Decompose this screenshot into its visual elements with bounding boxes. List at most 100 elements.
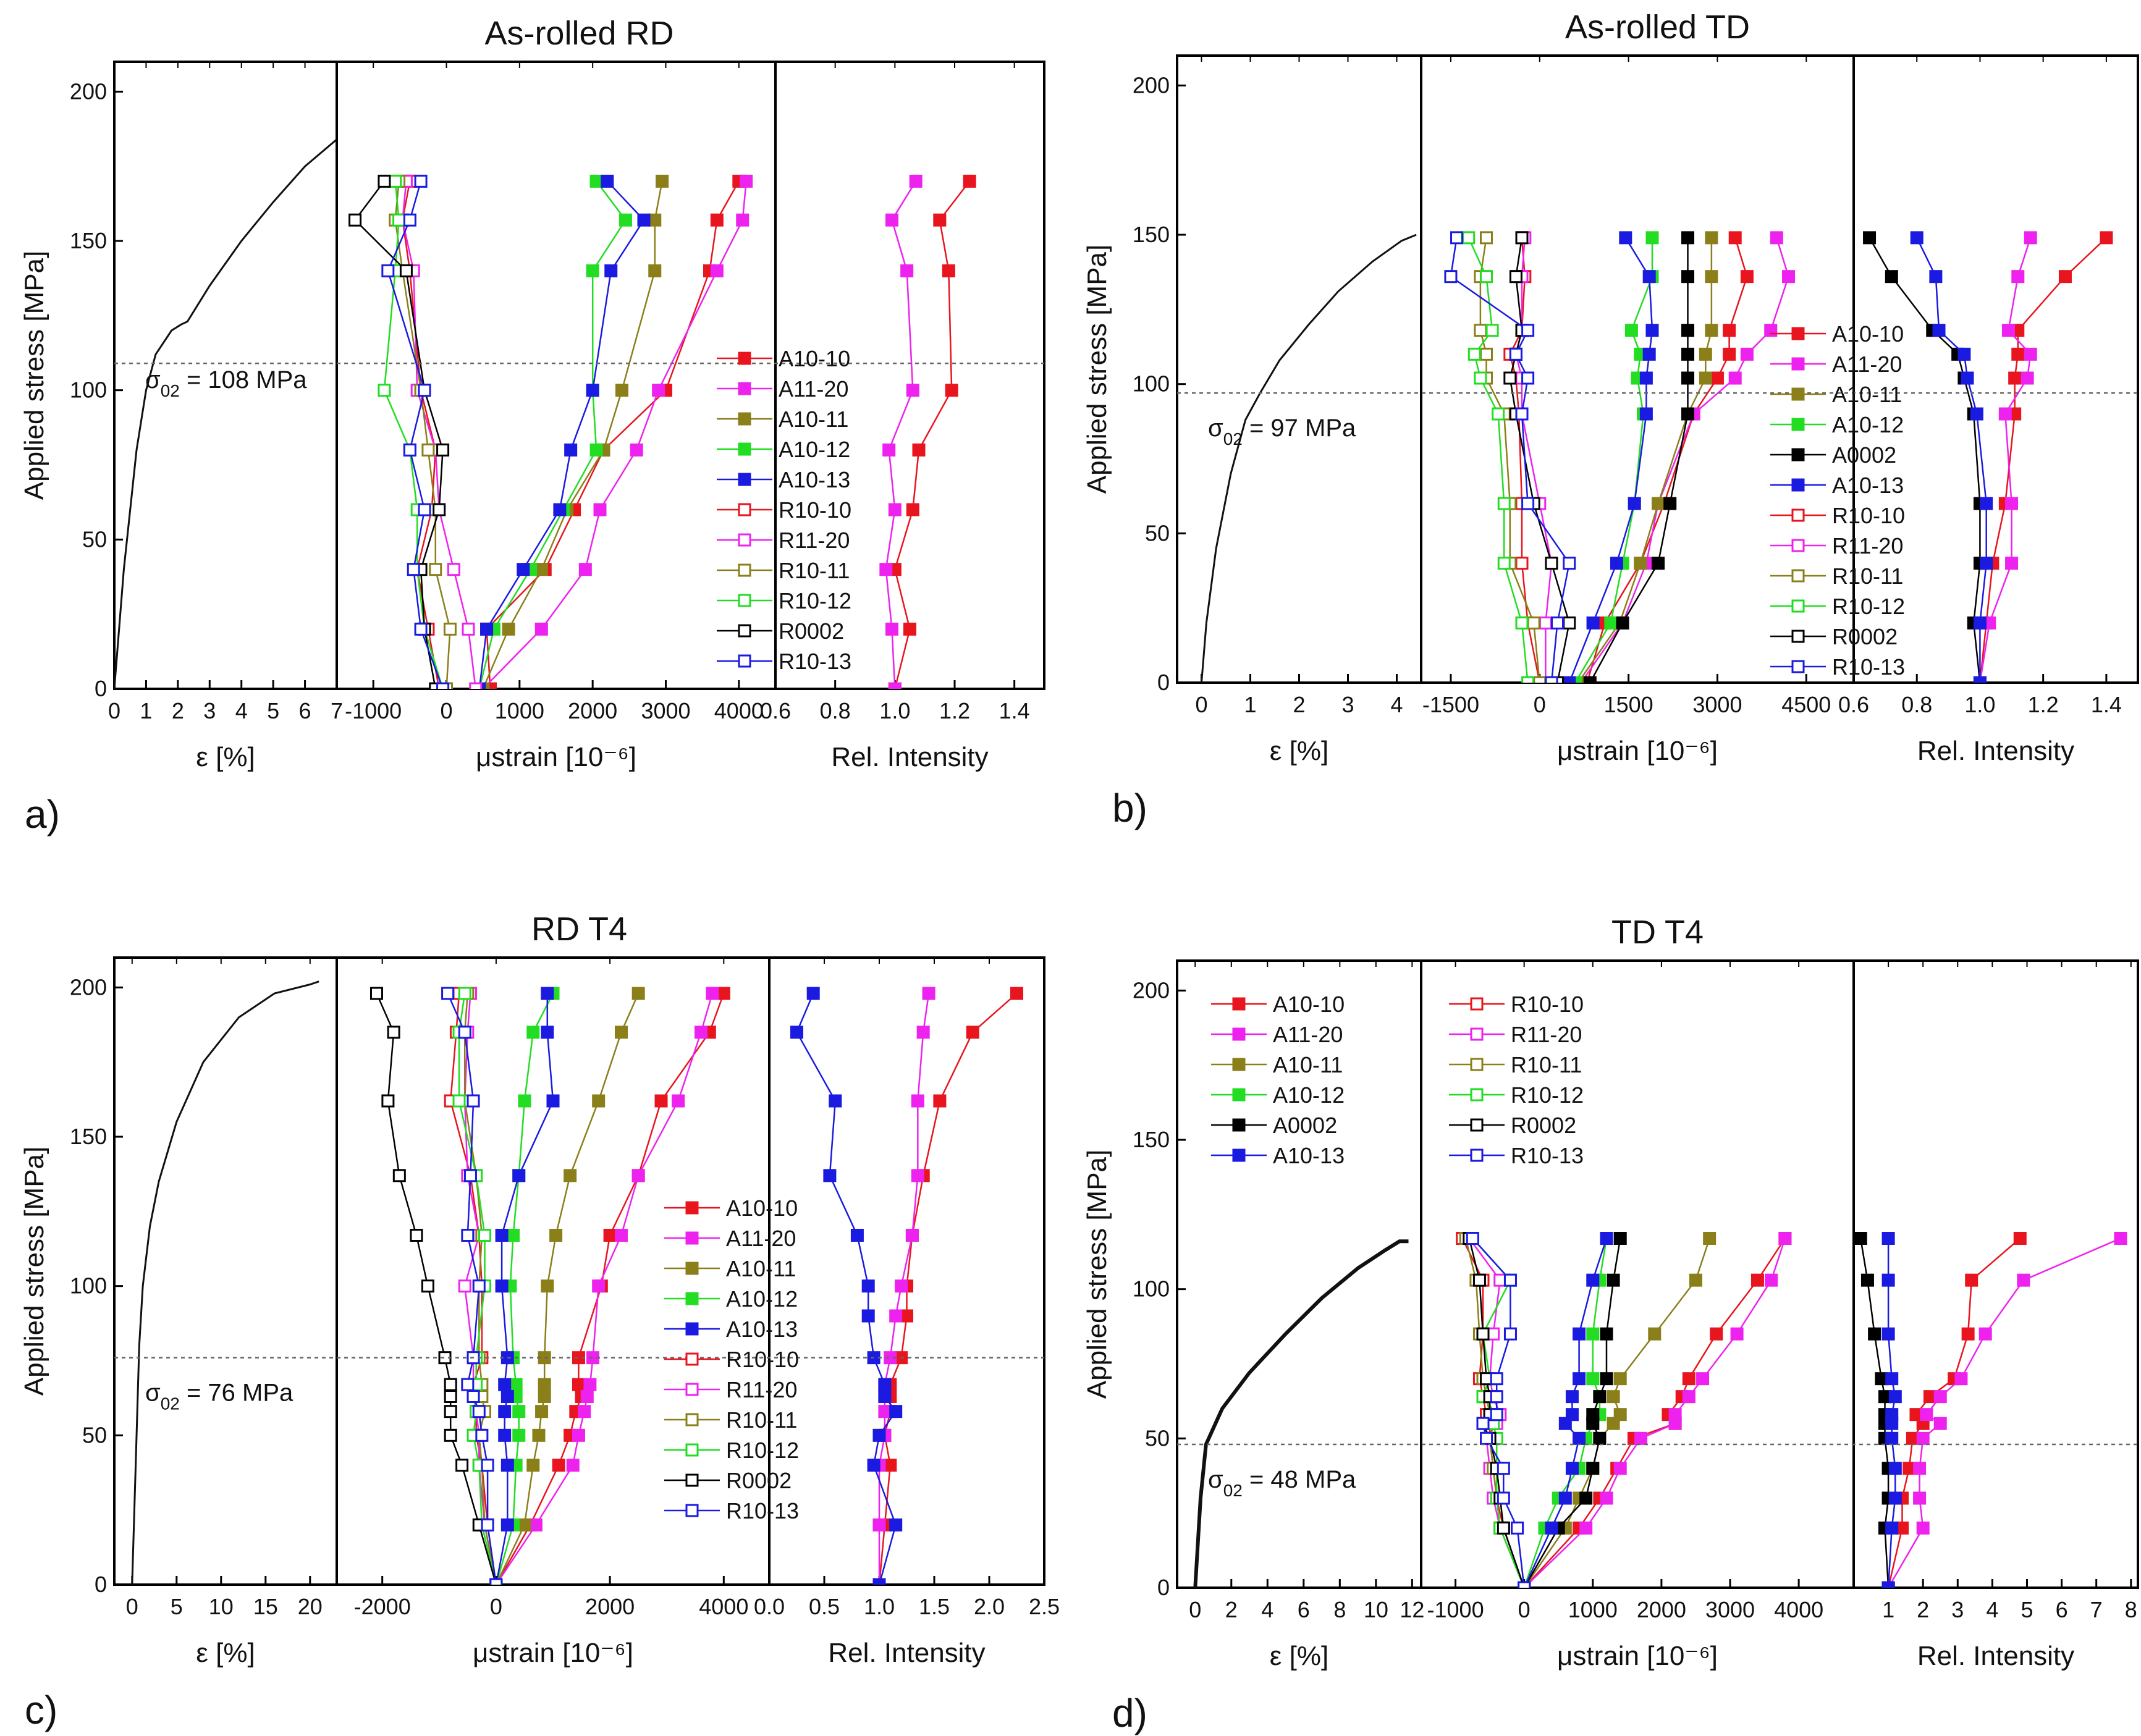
marker-R10-13 — [1490, 1390, 1503, 1404]
x-tick-label: 7 — [2090, 1597, 2103, 1622]
marker-A10-10 — [1909, 1408, 1923, 1422]
y-tick-label: 50 — [1145, 1425, 1170, 1451]
marker-A10-13 — [1639, 371, 1653, 385]
x-axis-label: μstrain [10⁻⁶] — [1557, 736, 1718, 766]
x-tick-label: 2 — [1917, 1597, 1929, 1622]
marker-A10-10 — [1723, 347, 1736, 361]
legend-label: A11-20 — [726, 1226, 796, 1251]
chart-title: RD T4 — [531, 911, 627, 948]
legend-label: A10-10 — [726, 1195, 798, 1221]
marker-A10-13 — [500, 1518, 514, 1532]
y-tick-label: 200 — [70, 974, 107, 1000]
marker-A11-20 — [1579, 1521, 1593, 1535]
x-tick-label: 1.0 — [864, 1594, 895, 1619]
marker-R10-13 — [1497, 1462, 1510, 1475]
legend-label: A10-12 — [726, 1286, 798, 1312]
marker-A10-13 — [1970, 407, 1983, 421]
marker-A11-20 — [1600, 1491, 1613, 1505]
marker-A10-13 — [1565, 1390, 1579, 1404]
marker-A0002 — [1663, 497, 1677, 510]
marker-A10-11 — [648, 264, 662, 277]
marker-R10-13 — [1490, 1408, 1503, 1422]
marker-A11-20 — [652, 384, 665, 397]
marker-R10-13 — [1518, 1581, 1531, 1588]
marker-R11-20 — [458, 1279, 471, 1293]
marker-A0002 — [1652, 557, 1665, 570]
legend-marker — [1791, 660, 1805, 673]
marker-R10-13 — [489, 1578, 503, 1585]
marker-A10-10 — [1750, 1273, 1764, 1287]
x-tick-label: 0.8 — [1901, 692, 1932, 717]
legend-marker — [738, 594, 751, 607]
y-axis-label: Applied stress [MPa] — [19, 1147, 49, 1396]
marker-A10-13 — [1565, 1462, 1579, 1475]
x-tick-label: 0.0 — [754, 1594, 785, 1619]
marker-R10-12 — [389, 174, 402, 188]
marker-A0002 — [1863, 231, 1877, 245]
marker-A10-13 — [1885, 1372, 1899, 1386]
marker-A0002 — [1583, 676, 1597, 683]
marker-R10-13 — [1490, 1372, 1503, 1386]
marker-A10-11 — [1613, 1408, 1627, 1422]
marker-A11-20 — [872, 1518, 886, 1532]
marker-A11-20 — [906, 384, 919, 397]
marker-R0002 — [1545, 557, 1558, 570]
x-tick-label: 2000 — [568, 698, 617, 723]
marker-A11-20 — [529, 1518, 543, 1532]
legend-label: A10-11 — [1832, 382, 1902, 407]
x-axis-label: Rel. Intensity — [828, 1638, 985, 1668]
x-tick-label: 0.8 — [820, 698, 851, 723]
marker-R10-12 — [458, 987, 471, 1000]
marker-A10-13 — [889, 1405, 903, 1418]
marker-R10-13 — [1515, 407, 1529, 421]
marker-A10-11 — [1648, 1327, 1662, 1341]
marker-A10-10 — [942, 264, 955, 277]
marker-A10-13 — [1957, 347, 1971, 361]
marker-A10-11 — [534, 563, 548, 576]
marker-A10-13 — [500, 1459, 514, 1472]
y-tick-label: 150 — [70, 228, 107, 253]
marker-A0002 — [1600, 1372, 1613, 1386]
y-tick-label: 50 — [82, 526, 107, 552]
marker-R10-13 — [403, 443, 416, 457]
x-tick-label: 4500 — [1781, 692, 1831, 717]
marker-A10-11 — [518, 1518, 531, 1532]
marker-R0002 — [1503, 371, 1517, 385]
legend-marker — [1791, 418, 1805, 431]
marker-A11-20 — [1740, 347, 1754, 361]
x-tick-label: 3000 — [1692, 692, 1742, 717]
legend-marker — [1470, 1027, 1484, 1041]
marker-R10-12 — [1462, 231, 1476, 245]
sigma-value: = 97 MPa — [1243, 415, 1356, 442]
legend-label: A10-10 — [1832, 321, 1904, 347]
legend-label: R10-12 — [1511, 1082, 1584, 1108]
x-tick-label: 4000 — [1774, 1597, 1823, 1622]
legend-label: R10-11 — [726, 1407, 797, 1433]
x-tick-label: 10 — [1364, 1597, 1388, 1622]
marker-A10-13 — [586, 384, 599, 397]
marker-A11-20 — [1778, 1232, 1792, 1245]
legend-marker — [1232, 1058, 1246, 1071]
legend-marker — [1470, 1148, 1484, 1162]
legend-marker — [1232, 997, 1246, 1011]
marker-R10-12 — [1485, 324, 1499, 337]
marker-R10-13 — [1444, 270, 1458, 284]
marker-A11-20 — [882, 443, 896, 457]
marker-A0002 — [1607, 1273, 1620, 1287]
legend-marker — [738, 382, 751, 395]
marker-A11-20 — [1920, 1408, 1933, 1422]
marker-A10-10 — [900, 1309, 913, 1323]
x-tick-label: 2 — [1225, 1597, 1238, 1622]
x-tick-label: 1.4 — [999, 698, 1030, 723]
marker-R0002 — [1509, 270, 1522, 284]
stress-strain-curve — [1201, 234, 1417, 683]
chart-title: As-rolled TD — [1565, 9, 1750, 46]
marker-A11-20 — [2011, 270, 2025, 284]
panel-label: d) — [1112, 1691, 1147, 1735]
marker-R10-13 — [1545, 676, 1558, 683]
marker-A10-13 — [889, 1518, 903, 1532]
legend-marker — [685, 1231, 699, 1245]
marker-R11-20 — [462, 622, 475, 636]
marker-A10-13 — [872, 1578, 886, 1585]
y-tick-label: 100 — [70, 1273, 107, 1299]
